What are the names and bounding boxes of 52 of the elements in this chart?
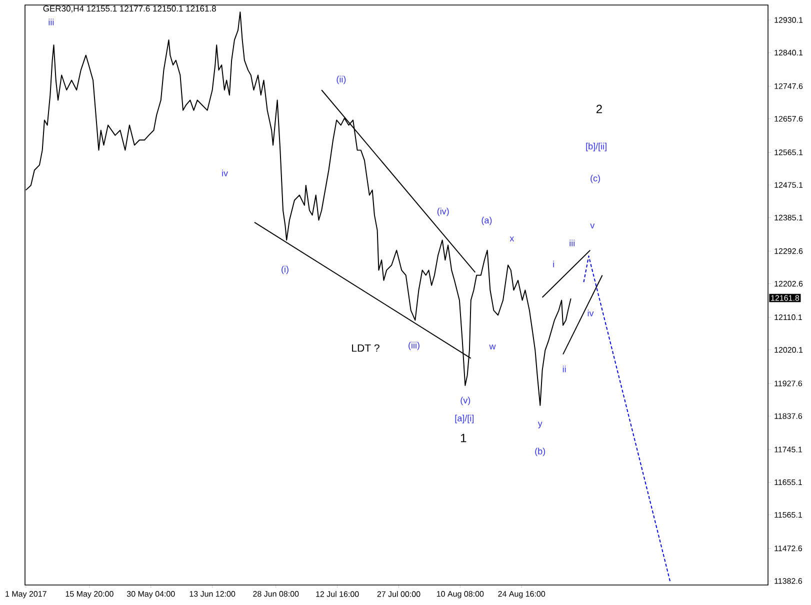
y-tick-label: 12747.6 <box>774 83 803 89</box>
y-tick-label: 11927.6 <box>774 380 802 386</box>
y-tick-label: 12657.6 <box>774 116 803 122</box>
x-tick-label: 12 Jul 16:00 <box>316 591 359 597</box>
y-tick-label: 12930.1 <box>774 17 803 23</box>
y-tick-label: 12840.1 <box>774 50 803 56</box>
annotation: i <box>553 260 554 268</box>
y-tick-label: 11472.6 <box>774 546 802 552</box>
annotation: ii <box>562 366 566 372</box>
annotation: w <box>489 344 496 350</box>
text: 12161.8 <box>771 295 800 301</box>
annotation: iii <box>48 18 54 26</box>
x-tick-label: 30 May 04:00 <box>126 591 175 598</box>
annotation: 2 <box>596 104 602 114</box>
annotation: v <box>590 224 595 228</box>
y-tick-label: 12475.1 <box>774 182 803 188</box>
x-tick-label: 15 May 20:00 <box>66 591 114 598</box>
x-tick-label: 10 Aug 08:00 <box>436 591 484 598</box>
annotation: (c) <box>590 174 600 184</box>
annotation: y <box>538 422 542 428</box>
annotation: (b) <box>535 448 546 456</box>
y-tick-label: 12292.6 <box>774 248 803 254</box>
y-tick-label: 12202.6 <box>774 280 803 287</box>
x-tick-label: 27 Jul 00:00 <box>377 591 420 597</box>
y-tick-label: 12385.1 <box>774 214 803 220</box>
annotation: (v) <box>460 396 470 406</box>
x-tick-label: 13 Jun 12:00 <box>190 591 236 597</box>
annotation: iii <box>570 240 574 246</box>
annotation: LDT ? <box>352 344 380 352</box>
chart-title: GER30,H4 12155.1 12177.6 12150.1 12161.8 <box>43 6 216 13</box>
annotation: (ii) <box>336 76 346 84</box>
x-tick-label: 24 Aug 16:00 <box>498 591 546 598</box>
y-tick-label: 12020.1 <box>774 347 803 353</box>
annotation: 1 <box>460 434 466 442</box>
y-tick-label: 11837.6 <box>774 413 802 419</box>
annotation: [a]/[i] <box>455 414 474 424</box>
annotation: iv <box>222 170 228 176</box>
y-tick-label: 11382.6 <box>774 578 802 584</box>
y-tick-label: 11655.1 <box>774 479 802 486</box>
y-tick-label: 12565.1 <box>774 149 803 156</box>
y-tick-label: 11745.1 <box>774 446 802 452</box>
annotation: iv <box>588 310 594 316</box>
annotation: (a) <box>482 216 492 226</box>
x-tick-label: 1 May 2017 <box>6 591 46 598</box>
x-tick-label: 28 Jun 08:00 <box>253 591 299 597</box>
annotation: (iv) <box>437 208 449 216</box>
annotation: (iii) <box>408 342 420 350</box>
annotation: (i) <box>282 266 288 274</box>
annotation: [b]/[ii] <box>586 142 606 152</box>
annotation: x <box>510 236 514 242</box>
y-tick-label: 11565.1 <box>774 512 802 518</box>
y-tick-label: 12110.1 <box>774 314 802 320</box>
